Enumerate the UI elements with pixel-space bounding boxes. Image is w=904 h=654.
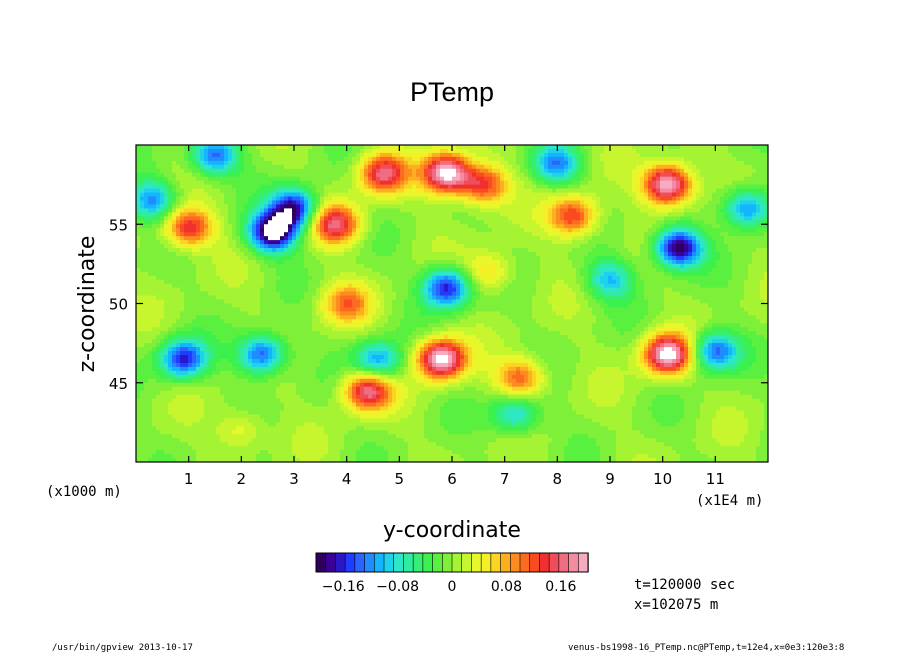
footer-source: venus-bs1998-16_PTemp.nc@PTemp,t=12e4,x=… — [568, 643, 844, 653]
chart-title: PTemp — [410, 77, 494, 107]
colorbar-swatch — [335, 552, 346, 573]
colorbar-tick-label: 0.08 — [491, 579, 522, 595]
x-tick-label: 7 — [500, 470, 510, 488]
colorbar-swatch — [325, 552, 337, 573]
colorbar — [315, 552, 589, 573]
x-unit-left: (x1000 m) — [46, 484, 122, 500]
x-axis-label: y-coordinate — [383, 518, 521, 543]
colorbar-swatch — [422, 552, 434, 573]
x-tick-label: 5 — [395, 470, 405, 488]
x-tick-label: 3 — [289, 470, 299, 488]
colorbar-swatch — [451, 552, 463, 573]
colorbar-swatch — [364, 552, 375, 573]
y-axis-label: z-coordinate — [75, 236, 100, 373]
colorbar-swatch — [558, 552, 570, 573]
colorbar-swatch — [500, 552, 511, 573]
colorbar-swatch — [490, 552, 502, 573]
colorbar-swatch — [432, 552, 443, 573]
colorbar-swatch — [373, 552, 385, 573]
y-tick-label: 55 — [109, 216, 128, 234]
colorbar-swatch — [577, 552, 589, 573]
colorbar-tick-label: 0.16 — [545, 579, 576, 595]
colorbar-tick-label: 0 — [448, 579, 457, 595]
x-tick-label: 8 — [553, 470, 563, 488]
position-annotation: x=102075 m — [634, 597, 718, 613]
colorbar-swatch — [480, 552, 492, 573]
colorbar-swatch — [471, 552, 482, 573]
colorbar-tick-label: −0.16 — [322, 579, 365, 595]
heatmap-field — [136, 145, 768, 462]
x-unit-right: (x1E4 m) — [696, 493, 763, 509]
colorbar-swatch — [441, 552, 453, 573]
colorbar-swatch — [568, 552, 579, 573]
footer-program: /usr/bin/gpview 2013-10-17 — [52, 643, 193, 653]
y-tick-label: 45 — [109, 375, 128, 393]
x-tick-label: 4 — [342, 470, 352, 488]
colorbar-swatch — [383, 552, 395, 573]
colorbar-swatch — [412, 552, 424, 573]
x-tick-label: 9 — [605, 470, 615, 488]
time-annotation: t=120000 sec — [634, 577, 735, 593]
colorbar-swatch — [529, 552, 541, 573]
x-tick-label: 2 — [237, 470, 247, 488]
y-axis: 45 50 55 — [109, 216, 768, 393]
colorbar-swatch — [393, 552, 405, 573]
x-tick-label: 1 — [184, 470, 194, 488]
x-tick-label: 6 — [447, 470, 457, 488]
colorbar-swatch — [539, 552, 550, 573]
x-tick-label: 11 — [706, 470, 725, 488]
colorbar-swatch — [519, 552, 531, 573]
colorbar-swatch — [548, 552, 560, 573]
colorbar-swatch — [509, 552, 521, 573]
colorbar-swatch — [461, 552, 473, 573]
colorbar-tick-label: −0.08 — [376, 579, 419, 595]
colorbar-swatch — [315, 552, 327, 573]
y-tick-label: 50 — [109, 296, 128, 314]
colorbar-labels: −0.16 −0.08 0 0.08 0.16 — [322, 579, 577, 595]
colorbar-swatch — [403, 552, 414, 573]
colorbar-swatch — [354, 552, 366, 573]
colorbar-swatch — [344, 552, 356, 573]
x-axis: 1 2 3 4 5 6 7 8 9 10 11 — [184, 145, 725, 488]
x-tick-label: 10 — [653, 470, 672, 488]
